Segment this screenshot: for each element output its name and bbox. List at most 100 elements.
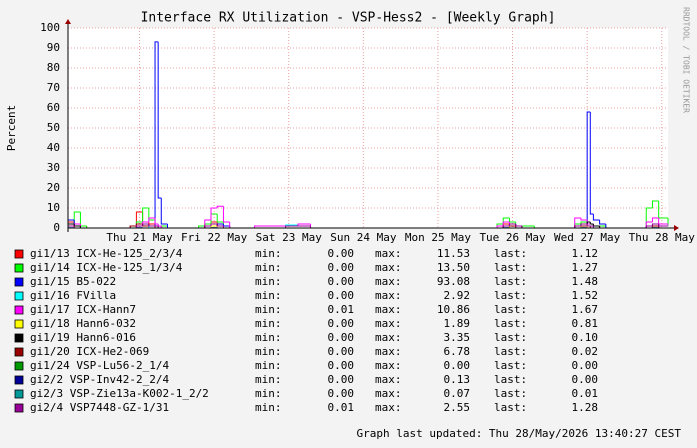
watermark: RRDTOOL / TOBI OETIKER — [682, 7, 691, 113]
series-step — [574, 217, 581, 228]
stat-label: last: — [494, 345, 527, 358]
stat-min: 0.00 — [328, 261, 355, 274]
stat-label: last: — [494, 247, 527, 260]
legend-swatch — [14, 263, 24, 273]
stat-label: max: — [375, 289, 402, 302]
stat-label: max: — [375, 387, 402, 400]
legend-swatch — [14, 319, 24, 329]
series-step — [508, 223, 516, 226]
stat-max: 3.35 — [444, 331, 471, 344]
stat-label: last: — [494, 359, 527, 372]
series-step — [129, 225, 137, 228]
series-step — [204, 219, 212, 228]
arrow — [65, 19, 71, 24]
stat-min: 0.00 — [328, 359, 355, 372]
series-step — [160, 198, 168, 225]
stat-label: last: — [494, 373, 527, 386]
series-step — [645, 207, 653, 228]
stat-label: last: — [494, 303, 527, 316]
legend-swatch — [14, 361, 24, 371]
y-tick-label: 70 — [47, 81, 60, 94]
legend-label: gi2/4 VSP7448-GZ-1/31 — [30, 401, 169, 414]
x-tick-label: Sat 23 May — [256, 231, 323, 244]
stat-label: max: — [375, 261, 402, 274]
legend-swatch — [14, 375, 24, 385]
stat-max: 93.08 — [437, 275, 470, 288]
series-step — [154, 41, 159, 226]
stat-label: min: — [255, 261, 282, 274]
series-step — [496, 225, 504, 228]
stat-min: 0.00 — [328, 289, 355, 302]
legend-swatch — [14, 291, 24, 301]
legend-label: gi1/14 ICX-He-125_1/3/4 — [30, 261, 183, 274]
y-tick-label: 50 — [47, 121, 60, 134]
stat-max: 11.53 — [437, 247, 470, 260]
stat-last: 1.67 — [572, 303, 599, 316]
series-step — [658, 224, 668, 227]
series-step — [589, 222, 594, 225]
legend-swatch — [14, 333, 24, 343]
legend-label: gi1/19 Hann6-016 — [30, 331, 136, 344]
stat-max: 0.13 — [444, 373, 471, 386]
stat-label: last: — [494, 401, 527, 414]
x-tick-label: Wed 27 May — [554, 231, 621, 244]
stat-label: min: — [255, 247, 282, 260]
legend-label: gi1/13 ICX-He-125_2/3/4 — [30, 247, 183, 260]
legend-label: gi2/2 VSP-Inv42-2_2/4 — [30, 373, 169, 386]
stat-label: min: — [255, 387, 282, 400]
series-step — [210, 207, 218, 220]
legend: gi1/13 ICX-He-125_2/3/4 min: 0.00 max: 11.53… — [14, 247, 599, 414]
legend-label: gi1/17 ICX-Hann7 — [30, 303, 136, 316]
legend-swatch — [14, 305, 24, 315]
stat-min: 0.00 — [328, 373, 355, 386]
legend-label: gi1/16 FVilla — [30, 289, 116, 302]
stat-max: 1.89 — [444, 317, 471, 330]
series-step — [216, 205, 224, 208]
stat-label: last: — [494, 275, 527, 288]
stat-label: min: — [255, 303, 282, 316]
stat-label: last: — [494, 317, 527, 330]
stat-label: min: — [255, 289, 282, 302]
series-step — [515, 224, 522, 227]
y-tick-label: 10 — [47, 201, 60, 214]
x-tick-label: Sun 24 May — [330, 231, 397, 244]
stat-min: 0.00 — [328, 247, 355, 260]
stat-min: 0.00 — [328, 345, 355, 358]
series-step — [586, 221, 591, 224]
stat-max: 2.55 — [444, 401, 471, 414]
y-tick-label: 100 — [40, 21, 60, 34]
series-step — [599, 220, 606, 225]
stat-last: 0.02 — [572, 345, 599, 358]
series-step — [148, 217, 156, 222]
series-step — [222, 206, 230, 223]
series-step — [285, 225, 299, 228]
series-step — [592, 214, 600, 221]
stat-min: 0.00 — [328, 387, 355, 400]
y-tick-label: 30 — [47, 161, 60, 174]
stat-min: 0.00 — [328, 331, 355, 344]
y-tick-label: 40 — [47, 141, 60, 154]
series-step — [645, 225, 653, 228]
legend-label: gi1/24 VSP-Lu56-2_1/4 — [30, 359, 169, 372]
series-step — [154, 218, 159, 225]
series-step — [204, 225, 212, 228]
y-axis-label: Percent — [5, 105, 18, 151]
series-step — [216, 214, 224, 223]
legend-label: gi1/20 ICX-He2-069 — [30, 345, 149, 358]
series-step — [198, 225, 205, 228]
stat-label: last: — [494, 261, 527, 274]
y-tick-label: 20 — [47, 181, 60, 194]
stat-label: min: — [255, 359, 282, 372]
series-step — [651, 223, 659, 226]
series-step — [142, 221, 149, 224]
legend-label: gi1/18 Hann6-032 — [30, 317, 136, 330]
stat-min: 0.00 — [328, 275, 355, 288]
legend-label: gi1/15 B5-022 — [30, 275, 116, 288]
series-step — [502, 225, 510, 228]
stat-label: max: — [375, 345, 402, 358]
x-tick-label: Mon 25 May — [405, 231, 472, 244]
series-step — [580, 223, 588, 226]
stat-last: 1.48 — [572, 275, 599, 288]
